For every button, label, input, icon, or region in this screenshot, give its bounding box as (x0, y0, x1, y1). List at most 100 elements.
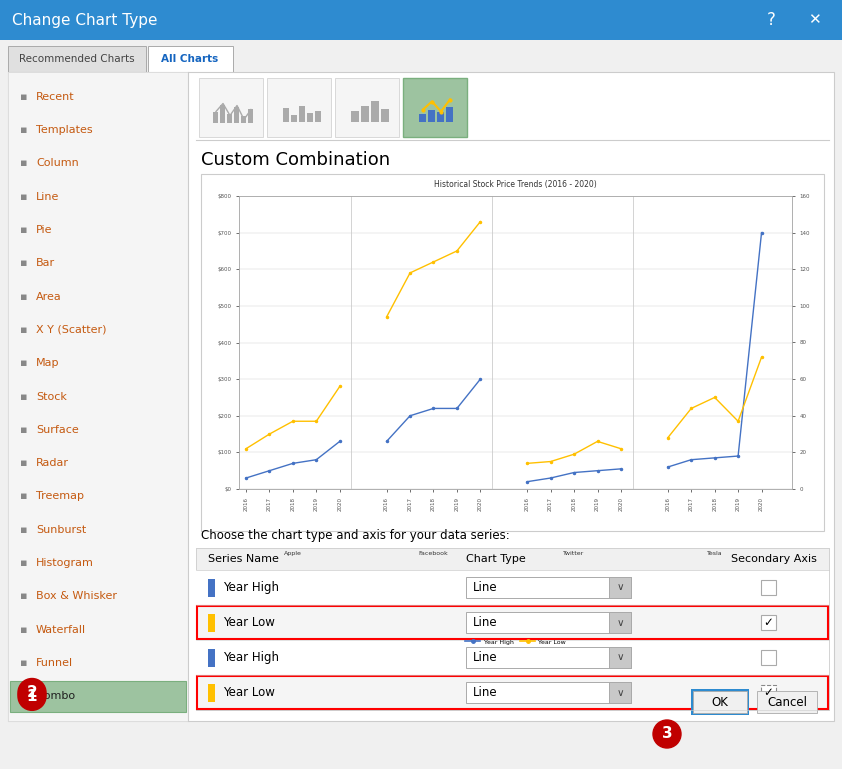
FancyBboxPatch shape (148, 46, 233, 74)
Text: Histogram: Histogram (36, 558, 93, 568)
Text: ∨: ∨ (616, 618, 624, 628)
Text: Year High: Year High (223, 651, 279, 664)
Text: Bar: Bar (36, 258, 55, 268)
FancyBboxPatch shape (609, 577, 631, 598)
FancyBboxPatch shape (466, 612, 631, 633)
Bar (371, 101, 379, 122)
FancyBboxPatch shape (196, 548, 829, 710)
Text: Recommended Charts: Recommended Charts (19, 54, 135, 64)
FancyBboxPatch shape (466, 682, 631, 703)
Text: ∨: ∨ (616, 582, 624, 592)
Text: ✓: ✓ (764, 686, 774, 699)
Text: Map: Map (36, 358, 60, 368)
FancyBboxPatch shape (403, 78, 467, 137)
Text: ▪: ▪ (20, 225, 28, 235)
Text: ▪: ▪ (20, 391, 28, 401)
Bar (241, 116, 246, 122)
Text: Tesla: Tesla (707, 551, 722, 556)
Text: Secondary Axis: Secondary Axis (731, 554, 817, 564)
Text: ▪: ▪ (20, 658, 28, 668)
FancyBboxPatch shape (691, 689, 749, 715)
Bar (419, 115, 426, 122)
Bar (208, 648, 215, 667)
Text: Twitter: Twitter (563, 551, 584, 556)
Text: 1: 1 (27, 689, 37, 704)
Bar (208, 684, 215, 701)
FancyBboxPatch shape (196, 605, 829, 640)
FancyBboxPatch shape (466, 647, 631, 668)
Text: Funnel: Funnel (36, 658, 73, 668)
Text: Surface: Surface (36, 424, 79, 434)
Text: ▪: ▪ (20, 591, 28, 601)
Text: Line: Line (473, 581, 498, 594)
Text: ✓: ✓ (764, 616, 774, 629)
Text: Line: Line (473, 616, 498, 629)
Text: Chart Type: Chart Type (466, 554, 525, 564)
Text: ▪: ▪ (20, 258, 28, 268)
Bar (351, 111, 359, 122)
Text: ∨: ∨ (616, 687, 624, 697)
Text: Apple: Apple (284, 551, 301, 556)
FancyBboxPatch shape (609, 612, 631, 633)
Bar (291, 115, 297, 122)
Text: All Charts: All Charts (162, 54, 219, 64)
FancyBboxPatch shape (335, 78, 399, 137)
Circle shape (653, 720, 681, 748)
Bar (234, 107, 239, 122)
Text: Column: Column (36, 158, 79, 168)
Text: ▪: ▪ (20, 358, 28, 368)
Bar (381, 108, 389, 122)
FancyBboxPatch shape (761, 615, 776, 630)
Circle shape (18, 678, 46, 707)
FancyBboxPatch shape (196, 570, 829, 605)
Text: Year Low: Year Low (223, 686, 274, 699)
FancyBboxPatch shape (8, 72, 834, 721)
Text: ∨: ∨ (616, 653, 624, 663)
Text: Line: Line (473, 651, 498, 664)
Text: Facebook: Facebook (418, 551, 448, 556)
Bar (446, 107, 453, 122)
Text: Radar: Radar (36, 458, 69, 468)
FancyBboxPatch shape (761, 580, 776, 595)
Text: ▪: ▪ (20, 491, 28, 501)
FancyBboxPatch shape (609, 682, 631, 703)
FancyBboxPatch shape (196, 548, 829, 570)
Text: Year Low: Year Low (223, 616, 274, 629)
Text: ▪: ▪ (20, 424, 28, 434)
Text: Templates: Templates (36, 125, 93, 135)
Text: OK: OK (711, 695, 728, 708)
Text: ▪: ▪ (20, 558, 28, 568)
Text: Series Name: Series Name (208, 554, 279, 564)
Text: Sunburst: Sunburst (36, 524, 86, 534)
Text: ▪: ▪ (20, 291, 28, 301)
FancyBboxPatch shape (761, 685, 776, 700)
Text: Stock: Stock (36, 391, 67, 401)
FancyBboxPatch shape (761, 650, 776, 665)
FancyBboxPatch shape (8, 46, 146, 72)
FancyBboxPatch shape (10, 681, 186, 712)
Bar (361, 106, 369, 122)
Text: Choose the chart type and axis for your data series:: Choose the chart type and axis for your … (201, 530, 509, 542)
FancyBboxPatch shape (196, 640, 829, 675)
Circle shape (18, 682, 46, 711)
FancyBboxPatch shape (8, 72, 188, 721)
Bar (227, 114, 232, 122)
Bar (299, 106, 305, 122)
Text: Change Chart Type: Change Chart Type (12, 12, 157, 28)
Text: X Y (Scatter): X Y (Scatter) (36, 325, 106, 335)
Bar (213, 112, 218, 122)
Text: ▪: ▪ (20, 624, 28, 634)
Text: ▪: ▪ (20, 92, 28, 102)
Bar (315, 111, 321, 122)
Text: Cancel: Cancel (767, 695, 807, 708)
Bar (208, 614, 215, 631)
FancyBboxPatch shape (693, 691, 747, 713)
Text: Line: Line (473, 686, 498, 699)
Bar (437, 112, 444, 122)
Bar (283, 108, 289, 122)
Text: Box & Whisker: Box & Whisker (36, 591, 117, 601)
FancyBboxPatch shape (757, 691, 817, 713)
Text: ▪: ▪ (20, 524, 28, 534)
Bar (428, 109, 435, 122)
Bar (220, 105, 225, 122)
